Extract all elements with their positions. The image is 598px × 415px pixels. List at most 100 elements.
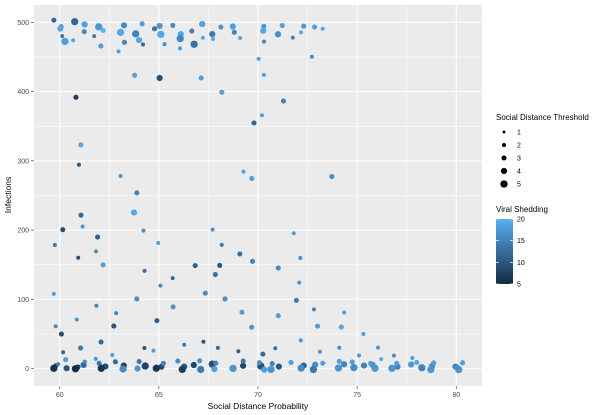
data-point [274, 31, 282, 38]
data-point [170, 276, 175, 281]
data-point [51, 291, 56, 296]
data-point [95, 234, 101, 240]
data-point [81, 29, 87, 35]
data-point [51, 17, 57, 23]
data-point [391, 353, 396, 358]
data-point [337, 345, 342, 350]
data-point [260, 27, 267, 34]
data-point [256, 360, 262, 366]
color-legend-label: 10 [517, 260, 525, 267]
data-point [52, 242, 57, 247]
data-point [93, 356, 98, 361]
data-point [219, 242, 224, 247]
data-point [130, 209, 138, 216]
data-point [132, 72, 138, 78]
data-point [57, 25, 64, 32]
data-point [135, 36, 143, 44]
data-point [431, 360, 437, 366]
x-tick-label: 70 [254, 392, 262, 399]
color-legend-label: 20 [517, 217, 525, 224]
data-point [240, 358, 246, 364]
data-point [259, 113, 264, 118]
data-point [360, 362, 368, 369]
data-point [269, 361, 275, 367]
data-point [151, 26, 158, 32]
data-point [275, 265, 281, 271]
data-point [241, 169, 246, 174]
data-point [151, 348, 156, 353]
data-point [371, 364, 379, 372]
data-point [141, 228, 146, 233]
data-point [189, 28, 195, 34]
data-point [309, 54, 314, 59]
data-point [261, 366, 268, 373]
data-point [201, 339, 206, 344]
data-point [134, 296, 140, 302]
color-legend-label: 5 [517, 282, 521, 289]
data-point [74, 317, 79, 322]
data-point [239, 309, 245, 315]
x-tick-label: 60 [56, 392, 64, 399]
data-point [317, 349, 322, 354]
size-legend-dot [501, 155, 507, 161]
data-point [190, 361, 197, 369]
data-point [213, 360, 219, 366]
data-point [134, 365, 141, 372]
y-tick-label: 200 [17, 228, 29, 235]
size-legend-label: 3 [517, 156, 521, 163]
data-point [197, 365, 205, 374]
data-point [156, 22, 163, 30]
data-point [311, 307, 316, 312]
data-point [116, 49, 121, 54]
data-point [121, 39, 128, 45]
data-point [217, 262, 223, 269]
data-point [297, 280, 302, 285]
data-point [81, 21, 88, 28]
size-legend-label: 2 [517, 143, 521, 150]
data-point [98, 339, 104, 345]
data-point [98, 43, 104, 49]
data-point [315, 323, 321, 329]
data-point [229, 23, 236, 30]
x-axis-title: Social Distance Probability [208, 401, 309, 411]
data-point [111, 323, 117, 329]
data-point [119, 365, 127, 373]
size-legend-title: Social Distance Threshold [496, 113, 589, 122]
data-point [200, 35, 205, 40]
data-point [110, 352, 115, 357]
data-point [160, 360, 166, 367]
data-point [291, 231, 296, 236]
size-legend-dot [502, 143, 506, 147]
data-point [293, 297, 299, 303]
data-point [261, 23, 267, 30]
data-point [222, 296, 228, 302]
data-point [139, 21, 145, 27]
data-point [320, 26, 325, 31]
data-point [219, 89, 225, 95]
data-point [418, 364, 426, 372]
data-point [61, 37, 69, 46]
data-point [95, 23, 103, 31]
data-point [334, 364, 343, 372]
data-point [190, 40, 198, 48]
data-point [229, 364, 237, 373]
data-point [71, 38, 76, 43]
data-point [76, 162, 81, 167]
y-axis-title: Infections [3, 177, 13, 213]
data-point [96, 360, 102, 366]
y-tick-label: 400 [17, 89, 29, 96]
size-legend-label: 5 [517, 182, 521, 189]
data-point [157, 30, 165, 39]
data-point [197, 358, 203, 364]
data-point [50, 364, 58, 372]
data-point [210, 227, 215, 232]
data-point [94, 249, 99, 254]
data-point [455, 364, 461, 370]
data-point [215, 345, 220, 350]
data-point [288, 359, 294, 365]
data-point [170, 22, 176, 28]
data-point [78, 345, 84, 351]
data-point [218, 24, 224, 30]
data-point [212, 272, 218, 278]
